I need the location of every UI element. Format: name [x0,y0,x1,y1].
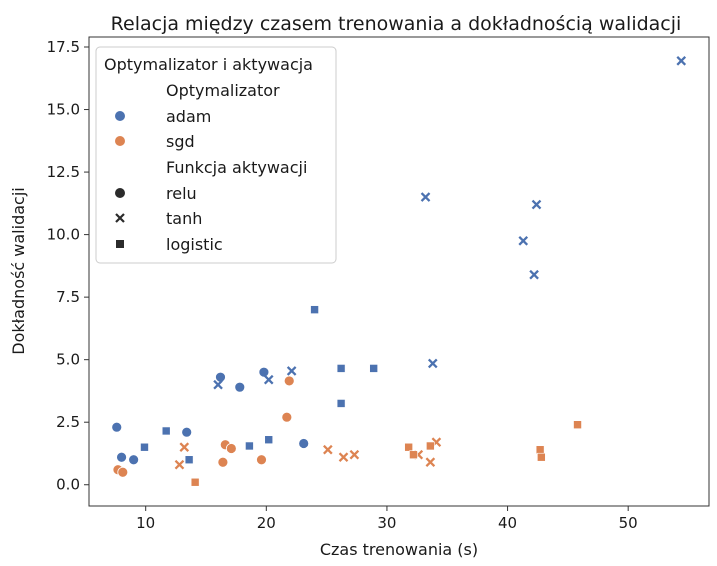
data-point-sgd-relu [117,466,129,478]
legend-style-title: Funkcja aktywacji [166,158,307,177]
x-tick-label: 50 [619,514,638,532]
data-point-adam-relu [128,454,140,466]
data-point-adam-tanh [427,358,438,369]
data-point-sgd-logistic [535,445,545,455]
data-point-adam-logistic [369,364,378,373]
x-tick-label: 30 [377,514,396,532]
data-point-adam-relu [298,438,310,449]
data-point-adam-logistic [140,442,149,452]
data-point-adam-logistic [264,435,274,445]
x-axis-label: Czas trenowania (s) [320,540,478,559]
data-point-sgd-relu [281,411,293,423]
data-point-sgd-tanh [425,457,436,468]
data-point-sgd-relu [283,375,295,387]
y-tick-label: 0.0 [56,476,80,494]
data-point-sgd-logistic [537,452,546,462]
data-point-sgd-tanh [174,459,185,470]
data-point-sgd-tanh [338,452,349,463]
data-point-adam-tanh [529,269,539,280]
data-point-sgd-relu [256,454,267,466]
data-point-adam-logistic [310,305,319,314]
x-tick-label: 40 [498,514,517,532]
chart-title: Relacja między czasem trenowania a dokła… [111,13,682,35]
data-point-sgd-tanh [349,449,360,460]
data-point-sgd-relu [217,456,229,468]
legend-hue-title: Optymalizator [166,81,280,100]
data-point-adam-tanh [263,374,274,385]
data-point-adam-logistic [184,455,194,465]
data-point-adam-tanh [286,366,297,376]
legend-label-sgd: sgd [166,132,195,151]
y-tick-label: 5.0 [56,351,80,369]
data-point-adam-tanh [531,199,542,210]
legend-marker-relu [115,188,125,198]
legend-marker-sgd [115,136,125,146]
legend-title: Optymalizator i aktywacja [104,55,313,74]
y-tick-label: 15.0 [47,101,80,119]
data-point-adam-tanh [518,236,529,246]
x-axis-ticks: 10 20 30 40 50 [136,506,638,532]
legend-marker-adam [115,111,125,121]
data-point-adam-logistic [161,426,171,436]
data-point-adam-relu [258,366,270,378]
data-point-adam-relu [116,451,127,463]
legend-marker-logistic [116,240,124,248]
data-point-sgd-logistic [409,450,418,460]
plot-area [88,36,710,507]
data-point-sgd-logistic [404,442,413,452]
legend-label-logistic: logistic [166,235,223,254]
data-point-sgd-tanh [179,442,190,453]
data-point-adam-logistic [245,441,254,451]
legend-marker-tanh [115,213,125,223]
data-point-sgd-logistic [573,420,582,430]
x-tick-label: 10 [136,514,155,532]
data-point-sgd-logistic [190,477,200,487]
y-tick-label: 10.0 [47,226,80,244]
data-point-adam-relu [111,421,123,433]
legend: Optymalizator i aktywacja Optymalizator … [95,46,337,264]
data-point-adam-tanh [676,55,687,66]
legend-label-tanh: tanh [166,209,202,228]
data-point-adam-relu [234,381,246,393]
y-axis-ticks: 0.0 2.5 5.0 7.5 10.0 12.5 15.0 17.5 [47,38,89,494]
y-tick-label: 12.5 [47,163,80,181]
y-axis-label: Dokładność walidacji [9,187,28,354]
legend-label-adam: adam [166,107,211,126]
y-tick-label: 17.5 [47,38,80,56]
data-point-adam-logistic [336,399,346,408]
data-point-adam-logistic [336,364,346,373]
data-point-sgd-relu [225,443,237,454]
legend-box [95,46,337,264]
data-point-sgd-logistic [426,441,435,451]
legend-label-relu: relu [166,184,197,203]
data-point-adam-tanh [420,192,431,202]
y-tick-label: 7.5 [56,288,80,306]
data-points [111,55,687,487]
y-tick-label: 2.5 [56,413,80,431]
data-point-adam-tanh [213,379,223,390]
data-point-adam-relu [181,426,193,438]
data-point-sgd-tanh [323,444,333,455]
x-tick-label: 20 [257,514,276,532]
